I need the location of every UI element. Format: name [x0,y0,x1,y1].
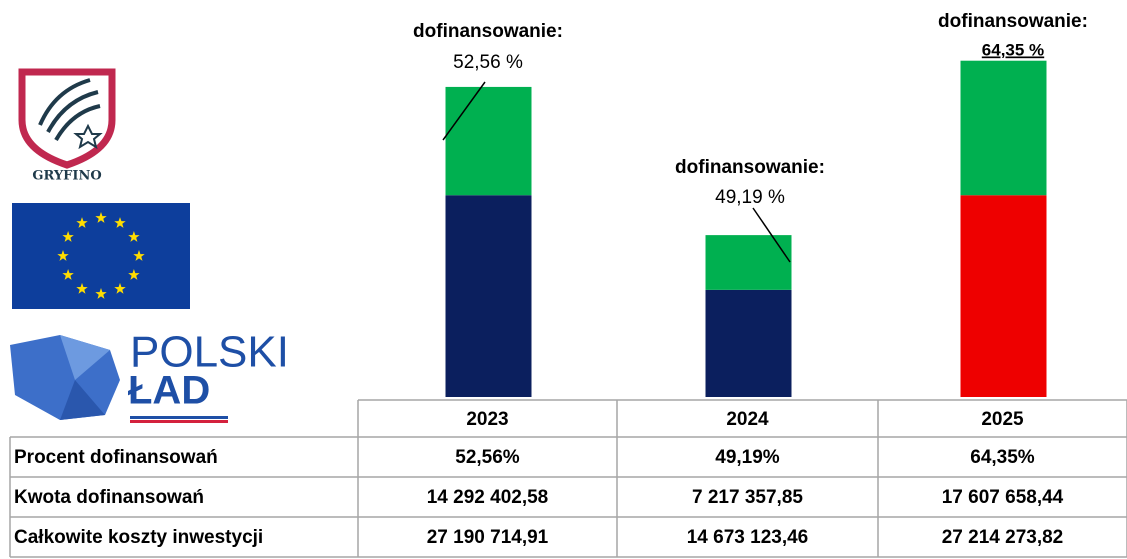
annotation-label: dofinansowanie: [675,157,825,178]
star [76,282,88,294]
star [133,250,145,261]
annotation-value: 64,35 % [982,40,1044,59]
logo-text: GRYFINO [32,169,101,184]
column-header: 2023 [466,409,508,430]
annotation-value: 52,56 % [453,52,523,73]
star [95,212,107,223]
column-header: 2025 [981,409,1024,430]
bar-segment [705,289,792,397]
table-cell: 64,35% [970,447,1035,468]
star [62,269,74,280]
row-label: Procent dofinansowań [14,447,218,468]
table-cell: 27 190 714,91 [427,527,549,548]
star [114,282,126,294]
annotation-label: dofinansowanie: [413,21,563,42]
star [76,217,88,228]
annotation-value: 49,19 % [715,187,785,208]
column-header: 2024 [726,409,769,430]
bar-segment [445,195,532,397]
star [57,250,69,261]
eu-flag [12,203,190,309]
table-cell: 7 217 357,85 [692,487,803,508]
table-cell: 14 673 123,46 [687,527,809,548]
leader-line [752,207,791,263]
star [62,231,74,242]
annotation-label: dofinansowanie: [938,11,1088,32]
bar-segment [960,60,1047,196]
leader-line [442,81,486,141]
star [114,217,126,228]
table-cell: 52,56% [455,447,520,468]
star [95,288,107,299]
star [128,231,140,242]
star [128,269,140,280]
logo-text: ŁAD [128,369,210,413]
table-cell: 49,19% [715,447,780,468]
table-cell: 14 292 402,58 [427,487,549,508]
row-label: Kwota dofinansowań [14,487,204,508]
table-cell: 17 607 658,44 [942,487,1064,508]
bar-segment [705,235,792,290]
table-cell: 27 214 273,82 [942,527,1064,548]
gryfino-logo: GRYFINO [18,68,116,184]
logo-text: POLSKI [130,328,289,377]
bar-segment [445,86,532,196]
row-label: Całkowite koszty inwestycji [14,527,263,548]
bar-segment [960,195,1047,397]
polski-lad-logo: POLSKI ŁAD [10,328,289,423]
